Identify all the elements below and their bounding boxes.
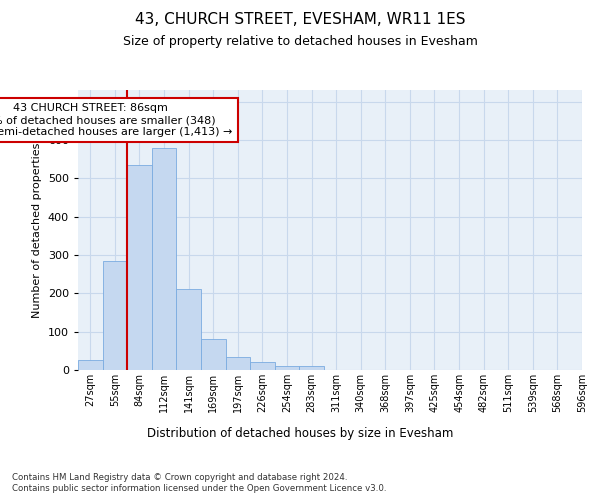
Bar — [201, 340, 226, 370]
Bar — [103, 260, 127, 370]
Text: 43, CHURCH STREET, EVESHAM, WR11 1ES: 43, CHURCH STREET, EVESHAM, WR11 1ES — [135, 12, 465, 28]
Bar — [250, 362, 275, 370]
Bar — [299, 366, 324, 370]
Text: 43 CHURCH STREET: 86sqm
← 20% of detached houses are smaller (348)
80% of semi-d: 43 CHURCH STREET: 86sqm ← 20% of detache… — [0, 104, 232, 136]
Bar — [275, 366, 299, 370]
Bar — [127, 165, 152, 370]
Bar — [226, 356, 250, 370]
Bar — [152, 148, 176, 370]
Text: Contains HM Land Registry data © Crown copyright and database right 2024.: Contains HM Land Registry data © Crown c… — [12, 472, 347, 482]
Text: Contains public sector information licensed under the Open Government Licence v3: Contains public sector information licen… — [12, 484, 386, 493]
Text: Distribution of detached houses by size in Evesham: Distribution of detached houses by size … — [147, 428, 453, 440]
Bar — [78, 360, 103, 370]
Bar — [176, 290, 201, 370]
Y-axis label: Number of detached properties: Number of detached properties — [32, 142, 42, 318]
Text: Size of property relative to detached houses in Evesham: Size of property relative to detached ho… — [122, 35, 478, 48]
